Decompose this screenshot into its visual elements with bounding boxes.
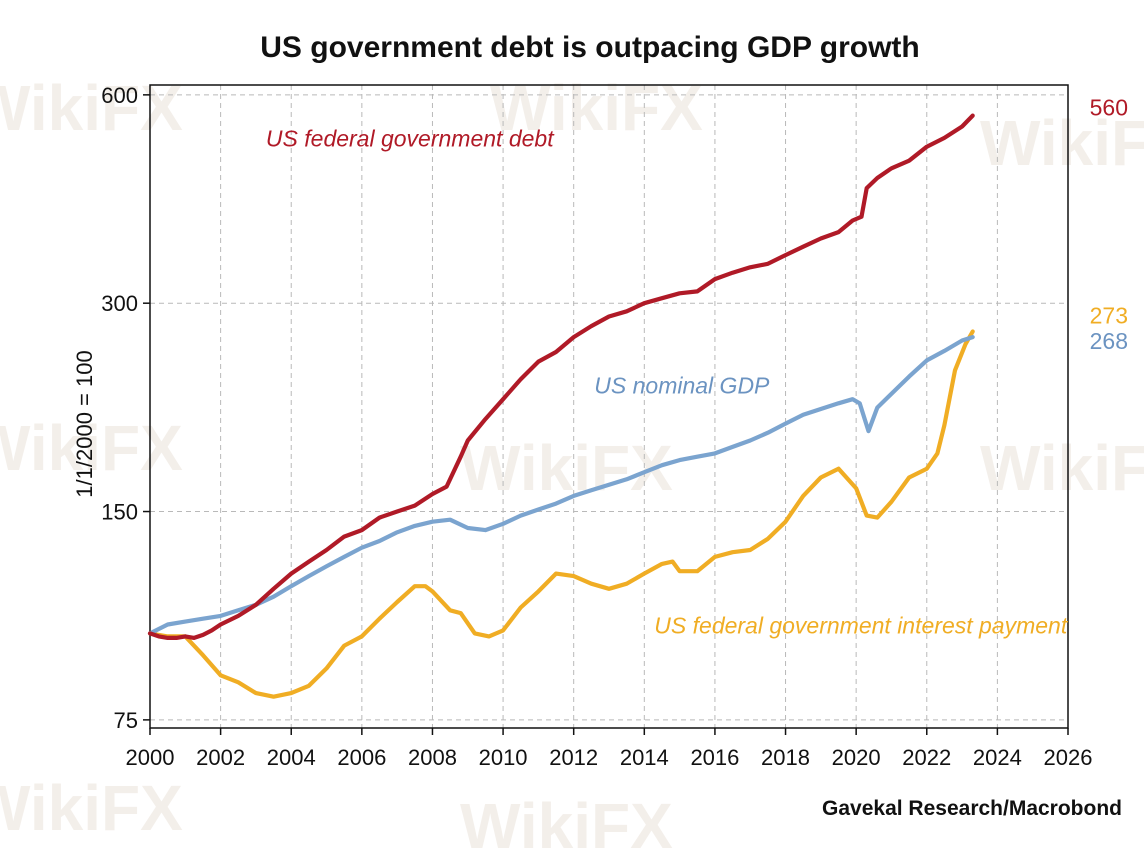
- x-tick-label: 2014: [620, 745, 669, 770]
- x-tick-label: 2012: [549, 745, 598, 770]
- x-axis-ticks: 2000 2002 2004 2006 2008 2010 2012 2014 2016 2018…: [126, 728, 1093, 770]
- watermark-text: WikiFX: [0, 412, 183, 484]
- chart-title: US government debt is outpacing GDP grow…: [260, 31, 920, 64]
- watermark-text: WikiFX: [0, 72, 183, 144]
- x-tick-label: 2008: [408, 745, 457, 770]
- y-axis-ticks: 75 150 300 600: [101, 83, 150, 733]
- watermark-text: WikiFX: [0, 772, 183, 844]
- x-tick-label: 2018: [761, 745, 810, 770]
- series-line: [147, 113, 975, 640]
- watermark-text: WikiFX: [460, 432, 673, 504]
- series-annotation: US federal government debt: [266, 126, 555, 152]
- x-tick-label: 2016: [690, 745, 739, 770]
- x-tick-label: 2022: [902, 745, 951, 770]
- x-tick-label: 2020: [832, 745, 881, 770]
- x-tick-label: 2002: [196, 745, 245, 770]
- y-axis-label: 1/1/2000 = 100: [72, 350, 97, 497]
- x-tick-label: 2006: [337, 745, 386, 770]
- series-annotation: US federal government interest payment: [654, 612, 1069, 638]
- series-layer: [147, 113, 975, 699]
- watermark-text: WikiFX: [460, 790, 673, 848]
- x-tick-label: 2004: [267, 745, 316, 770]
- x-tick-label: 2026: [1044, 745, 1093, 770]
- watermark-layer: WikiFX WikiFX WikiFX WikiFX WikiFX WikiFX Wiki…: [0, 72, 1144, 848]
- series-line: [147, 329, 975, 699]
- x-tick-label: 2000: [126, 745, 175, 770]
- plot-frame: [149, 84, 1069, 729]
- y-tick-label: 75: [114, 708, 138, 733]
- y-tick-label: 150: [101, 500, 138, 525]
- series-annotation: US nominal GDP: [594, 373, 770, 399]
- x-tick-label: 2010: [479, 745, 528, 770]
- watermark-text: WikiFX: [490, 72, 703, 144]
- x-tick-label: 2024: [973, 745, 1022, 770]
- series-end-label: 273: [1090, 303, 1128, 329]
- series-line: [147, 335, 975, 636]
- source-credit: Gavekal Research/Macrobond: [822, 797, 1122, 820]
- y-tick-label: 600: [101, 83, 138, 108]
- watermark-text: WikiFX: [980, 107, 1144, 179]
- annotations: US federal government debt US nominal GDP…: [266, 126, 1069, 639]
- y-tick-label: 300: [101, 291, 138, 316]
- series-end-label: 268: [1090, 328, 1128, 354]
- watermark-text: WikiFX: [980, 432, 1144, 504]
- series-end-label: 560: [1090, 95, 1128, 121]
- gridlines: [150, 85, 1068, 728]
